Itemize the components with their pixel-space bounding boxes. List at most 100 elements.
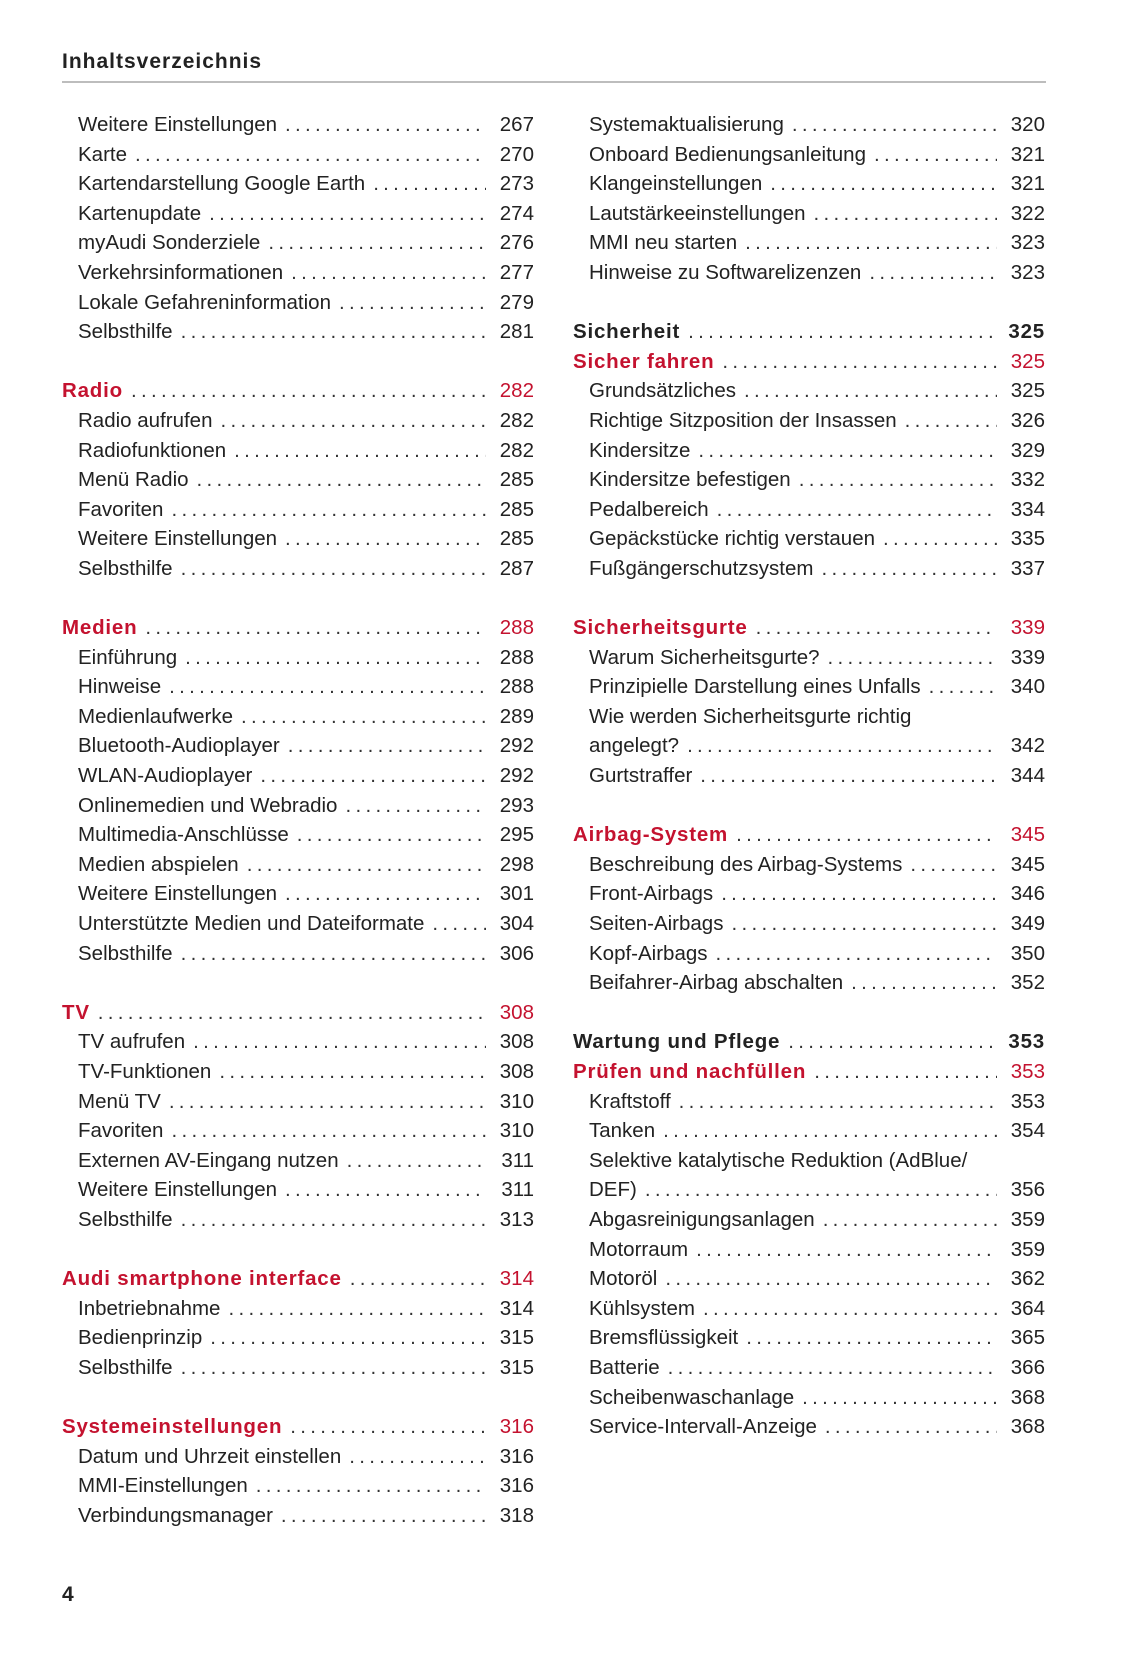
toc-entry[interactable]: Selbsthilfe.............................… (62, 317, 534, 347)
toc-entry[interactable]: Pedalbereich............................… (573, 495, 1045, 525)
toc-entry[interactable]: MMI-Einstellungen.......................… (62, 1471, 534, 1501)
toc-section-heading[interactable]: Sicher fahren...........................… (573, 347, 1045, 377)
page-title: Inhaltsverzeichnis (62, 50, 263, 73)
toc-entry[interactable]: Gurtstraffer............................… (573, 761, 1045, 791)
toc-entry[interactable]: WLAN-Audioplayer........................… (62, 761, 534, 791)
toc-entry[interactable]: Onboard Bedienungsanleitung.............… (573, 140, 1045, 170)
dot-leader: ........................................… (665, 1267, 997, 1291)
toc-entry[interactable]: Systemaktualisierung....................… (573, 110, 1045, 140)
toc-entry[interactable]: Verbindungsmanager......................… (62, 1501, 534, 1531)
toc-section-heading[interactable]: TV......................................… (62, 998, 534, 1028)
toc-entry[interactable]: Unterstützte Medien und Dateiformate....… (62, 909, 534, 939)
toc-section-heading[interactable]: Prüfen und nachfüllen...................… (573, 1057, 1045, 1087)
toc-entry[interactable]: Selbsthilfe.............................… (62, 554, 534, 584)
toc-entry[interactable]: Kühlsystem..............................… (573, 1294, 1045, 1324)
toc-entry[interactable]: Externen AV-Eingang nutzen..............… (62, 1146, 534, 1176)
toc-chapter-heading[interactable]: Sicherheit..............................… (573, 317, 1045, 347)
toc-entry[interactable]: Datum und Uhrzeit einstellen............… (62, 1442, 534, 1472)
dot-leader: ........................................… (644, 1178, 997, 1202)
toc-entry[interactable]: Grundsätzliches.........................… (573, 376, 1045, 406)
toc-entry[interactable]: Beschreibung des Airbag-Systems.........… (573, 850, 1045, 880)
toc-entry[interactable]: Hinweise zu Softwarelizenzen............… (573, 258, 1045, 288)
toc-entry[interactable]: Richtige Sitzposition der Insassen......… (573, 406, 1045, 436)
dot-leader: ........................................… (663, 1119, 997, 1143)
toc-entry[interactable]: Multimedia-Anschlüsse...................… (62, 820, 534, 850)
toc-entry[interactable]: TV aufrufen.............................… (62, 1027, 534, 1057)
toc-entry[interactable]: Kindersitze.............................… (573, 436, 1045, 466)
toc-entry[interactable]: Weitere Einstellungen...................… (62, 524, 534, 554)
toc-entry[interactable]: Favoriten...............................… (62, 495, 534, 525)
toc-entry-page: 337 (1010, 556, 1045, 580)
toc-entry[interactable]: Kartendarstellung Google Earth..........… (62, 169, 534, 199)
toc-entry[interactable]: Tanken..................................… (573, 1116, 1045, 1146)
toc-entry[interactable]: Karte...................................… (62, 140, 534, 170)
toc-entry[interactable]: Weitere Einstellungen...................… (62, 110, 534, 140)
toc-entry-page: 267 (499, 113, 534, 136)
toc-entry[interactable]: Lokale Gefahreninformation..............… (62, 288, 534, 318)
toc-entry[interactable]: Radiofunktionen.........................… (62, 436, 534, 466)
toc-entry[interactable]: Wie werden Sicherheitsgurte richtig.....… (573, 702, 1045, 732)
toc-section-heading[interactable]: Airbag-System...........................… (573, 820, 1045, 850)
toc-entry[interactable]: Fußgängerschutzsystem...................… (573, 554, 1045, 584)
toc-entry[interactable]: Klangeinstellungen......................… (573, 169, 1045, 199)
toc-entry[interactable]: Onlinemedien und Webradio...............… (62, 791, 534, 821)
toc-entry[interactable]: Kindersitze befestigen..................… (573, 465, 1045, 495)
toc-section-heading[interactable]: Medien..................................… (62, 613, 534, 643)
toc-entry[interactable]: Gepäckstücke richtig verstauen..........… (573, 524, 1045, 554)
toc-entry[interactable]: Abgasreinigungsanlagen..................… (573, 1205, 1045, 1235)
toc-entry[interactable]: Kartenupdate............................… (62, 199, 534, 229)
toc-entry[interactable]: angelegt?...............................… (573, 731, 1045, 761)
toc-entry-title: Onboard Bedienungsanleitung (589, 142, 866, 166)
toc-chapter-heading[interactable]: Wartung und Pflege......................… (573, 1027, 1045, 1057)
toc-entry[interactable]: Warum Sicherheitsgurte?.................… (573, 643, 1045, 673)
toc-entry-page: 304 (499, 912, 534, 936)
toc-entry[interactable]: Favoriten...............................… (62, 1116, 534, 1146)
toc-entry[interactable]: Menü Radio..............................… (62, 465, 534, 495)
toc-entry[interactable]: Hinweise................................… (62, 672, 534, 702)
dot-leader: ........................................… (755, 616, 997, 640)
toc-entry[interactable]: Motorraum...............................… (573, 1235, 1045, 1265)
dot-leader: ........................................… (702, 1296, 997, 1320)
toc-entry[interactable]: TV-Funktionen...........................… (62, 1057, 534, 1087)
toc-entry[interactable]: Front-Airbags...........................… (573, 879, 1045, 909)
toc-entry[interactable]: Motoröl.................................… (573, 1264, 1045, 1294)
toc-entry[interactable]: Einführung..............................… (62, 643, 534, 673)
toc-entry[interactable]: MMI neu starten.........................… (573, 228, 1045, 258)
toc-entry-title: Radiofunktionen (78, 438, 227, 462)
toc-entry[interactable]: Selbsthilfe.............................… (62, 1353, 534, 1383)
toc-entry[interactable]: Weitere Einstellungen...................… (62, 1175, 534, 1205)
toc-entry[interactable]: Prinzipielle Darstellung eines Unfalls..… (573, 672, 1045, 702)
toc-entry[interactable]: Radio aufrufen..........................… (62, 406, 534, 436)
toc-entry[interactable]: Batterie................................… (573, 1353, 1045, 1383)
toc-entry[interactable]: Menü TV.................................… (62, 1087, 534, 1117)
toc-entry[interactable]: Selbsthilfe.............................… (62, 939, 534, 969)
toc-entry-page: 282 (499, 438, 534, 462)
toc-entry[interactable]: Scheibenwaschanlage.....................… (573, 1383, 1045, 1413)
toc-section-heading[interactable]: Radio...................................… (62, 376, 534, 406)
toc-entry-title: Hinweise (78, 675, 162, 699)
toc-section-heading[interactable]: Sicherheitsgurte........................… (573, 613, 1045, 643)
toc-entry[interactable]: DEF)....................................… (573, 1175, 1045, 1205)
toc-entry[interactable]: Seiten-Airbags..........................… (573, 909, 1045, 939)
toc-entry[interactable]: Kopf-Airbags............................… (573, 939, 1045, 969)
toc-entry[interactable]: myAudi Sonderziele......................… (62, 228, 534, 258)
toc-entry[interactable]: Bremsflüssigkeit........................… (573, 1323, 1045, 1353)
toc-entry-page: 287 (499, 556, 534, 580)
toc-entry[interactable]: Lautstärkeeinstellungen.................… (573, 199, 1045, 229)
toc-entry[interactable]: Medien abspielen........................… (62, 850, 534, 880)
toc-entry[interactable]: Verkehrsinformationen...................… (62, 258, 534, 288)
toc-entry[interactable]: Medienlaufwerke.........................… (62, 702, 534, 732)
toc-section-heading[interactable]: Audi smartphone interface...............… (62, 1264, 534, 1294)
toc-entry[interactable]: Selektive katalytische Reduktion (AdBlue… (573, 1146, 1045, 1176)
toc-entry[interactable]: Beifahrer-Airbag abschalten.............… (573, 968, 1045, 998)
toc-entry[interactable]: Service-Intervall-Anzeige...............… (573, 1412, 1045, 1442)
toc-entry[interactable]: Weitere Einstellungen...................… (62, 879, 534, 909)
toc-entry-title: Prüfen und nachfüllen (573, 1060, 807, 1083)
toc-entry-title: Systemaktualisierung (589, 113, 784, 136)
toc-entry[interactable]: Bluetooth-Audioplayer...................… (62, 731, 534, 761)
toc-entry[interactable]: Bedienprinzip...........................… (62, 1323, 534, 1353)
toc-entry[interactable]: Inbetriebnahme..........................… (62, 1294, 534, 1324)
toc-section-heading[interactable]: Systemeinstellungen.....................… (62, 1412, 534, 1442)
toc-entry[interactable]: Kraftstoff..............................… (573, 1087, 1045, 1117)
toc-entry[interactable]: Selbsthilfe.............................… (62, 1205, 534, 1235)
